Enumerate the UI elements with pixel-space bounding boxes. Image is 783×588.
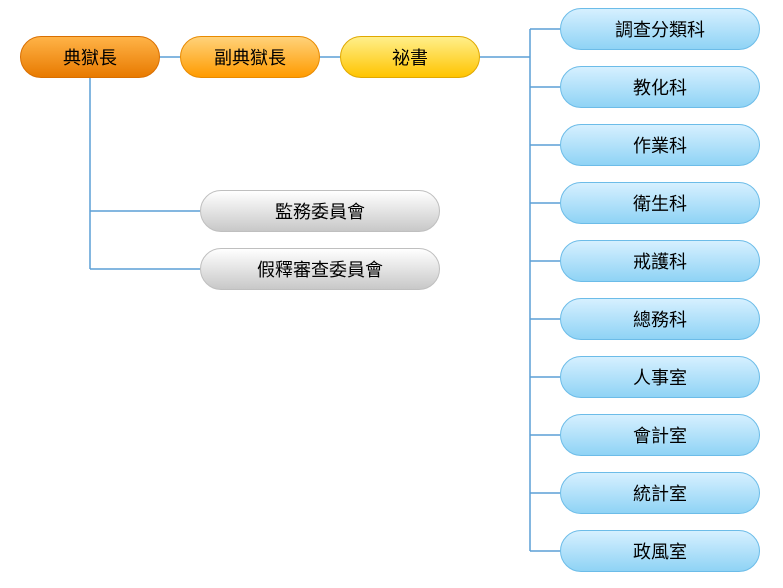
- node-secretary: 祕書: [340, 36, 480, 78]
- node-dept6: 人事室: [560, 356, 760, 398]
- node-dept4: 戒護科: [560, 240, 760, 282]
- node-dept5: 總務科: [560, 298, 760, 340]
- node-dept7: 會計室: [560, 414, 760, 456]
- node-dept8: 統計室: [560, 472, 760, 514]
- node-deputy: 副典獄長: [180, 36, 320, 78]
- node-dept0: 調查分類科: [560, 8, 760, 50]
- node-committee2: 假釋審查委員會: [200, 248, 440, 290]
- node-dept9: 政風室: [560, 530, 760, 572]
- node-dept2: 作業科: [560, 124, 760, 166]
- node-warden: 典獄長: [20, 36, 160, 78]
- node-committee1: 監務委員會: [200, 190, 440, 232]
- node-dept1: 教化科: [560, 66, 760, 108]
- node-dept3: 衛生科: [560, 182, 760, 224]
